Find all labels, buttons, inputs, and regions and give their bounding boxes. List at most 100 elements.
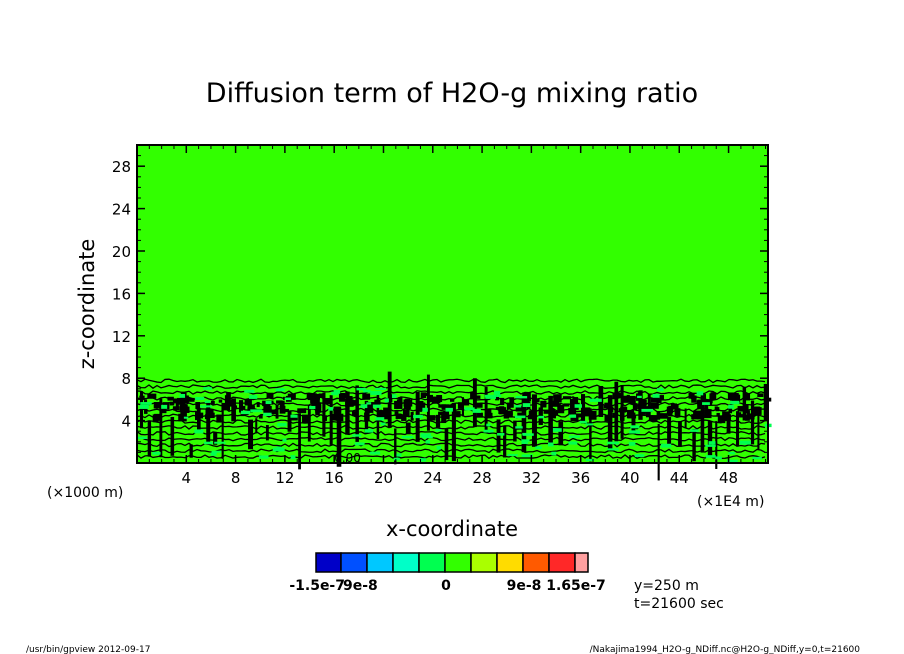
contour-blob [426, 374, 430, 431]
contour-blob [727, 392, 736, 400]
contour-blob [626, 396, 631, 403]
contour-blob [528, 410, 536, 418]
contour-fill-patch [290, 455, 296, 460]
contour-fill-patch [140, 402, 152, 405]
contour-blob [435, 414, 441, 428]
contour-blob [339, 413, 344, 422]
contour-blob [423, 392, 429, 397]
contour-fill-patch [356, 387, 366, 391]
contour-fill-patch [372, 404, 382, 408]
contour-blob [697, 414, 704, 420]
contour-fill-patch [630, 425, 640, 429]
contour-fill-patch [690, 429, 699, 432]
contour-blob [552, 414, 556, 419]
contour-blob [656, 411, 661, 420]
contour-blob [335, 413, 342, 421]
contour-blob [722, 411, 730, 418]
contour-blob [484, 409, 492, 419]
contour-fill-patch [515, 396, 528, 399]
contour-blob [543, 409, 551, 414]
contour-blob [746, 413, 755, 420]
contour-blob [331, 414, 339, 421]
contour-blob [744, 414, 750, 421]
contour-fill-patch [402, 435, 414, 439]
contour-fill-patch [607, 441, 619, 445]
contour-fill-patch [574, 404, 582, 408]
contour-blob [345, 399, 354, 407]
colorbar-swatch [340, 552, 368, 573]
contour-blob [233, 405, 238, 410]
colorbar-swatch [548, 552, 576, 573]
contour-fill-patch [521, 441, 528, 445]
contour-blob [231, 398, 236, 422]
contour-blob [188, 397, 195, 402]
x-tick-label: 40 [620, 469, 639, 487]
contour-blob [521, 397, 527, 453]
contour-fill-patch [384, 398, 389, 403]
contour-fill-patch [195, 397, 205, 400]
contour-blob [645, 411, 651, 418]
contour-blob [674, 408, 681, 417]
contour-fill-patch [493, 390, 501, 395]
contour-fill-patch [419, 458, 427, 462]
contour-blob [626, 409, 635, 419]
contour-blob [732, 394, 741, 403]
x-tick-label: 12 [275, 469, 294, 487]
contour-blob [496, 419, 501, 453]
contour-blob [448, 404, 453, 411]
contour-blob [510, 399, 514, 408]
contour-blob [513, 420, 517, 442]
contour-blob [691, 414, 700, 420]
contour-line [136, 384, 766, 390]
y-tick-label: 8 [121, 370, 131, 388]
contour-blob [736, 412, 742, 418]
x-tick-label: 36 [571, 469, 590, 487]
contour-blob [455, 411, 461, 418]
contour-fill-patch [194, 429, 204, 434]
x-tick-label: 44 [670, 469, 689, 487]
colorbar-swatch [470, 552, 498, 573]
y-tick-label: 28 [112, 158, 131, 176]
contour-blob [376, 393, 380, 440]
contour-blob [688, 392, 695, 399]
contour-blob [495, 406, 501, 410]
contour-blob [631, 412, 636, 431]
contour-fill-patch [548, 442, 554, 447]
contour-blob [195, 402, 201, 409]
contour-blob [678, 421, 682, 447]
contour-blob [632, 403, 638, 410]
contour-blob [517, 412, 526, 418]
contour-blob [563, 403, 570, 407]
contour-fill-patch [244, 389, 255, 393]
contour-fill-patch [641, 408, 653, 412]
contour-blob [268, 409, 277, 415]
contour-fill-patch [421, 436, 433, 439]
contour-fill-patch [240, 410, 251, 415]
contour-blob [531, 394, 537, 447]
contour-fill-patch [277, 423, 287, 427]
contour-blob [401, 414, 407, 421]
x-unit-right: (×1E4 m) [697, 494, 764, 510]
contour-fill-patch [331, 391, 339, 396]
contour-blob [189, 444, 193, 458]
contour-blob [438, 411, 444, 416]
contour-blob [506, 402, 511, 410]
contour-blob [404, 398, 410, 404]
chart-title: Diffusion term of H2O-g mixing ratio [206, 78, 698, 109]
contour-fill-patch [551, 451, 557, 456]
contour-blob [338, 392, 345, 402]
contour-blob [144, 407, 148, 414]
contour-blob [672, 404, 679, 410]
contour-blob [374, 399, 381, 407]
contour-blob [619, 408, 627, 413]
contour-blob [420, 392, 427, 398]
contour-blob [666, 406, 673, 415]
contour-fill-patch [728, 404, 735, 409]
contour-blob [575, 413, 582, 418]
colorbar: -1.5e-79e-8 0 9e-8 1.65e-7 [289, 552, 606, 594]
contour-blob [532, 398, 540, 403]
contour-fill-patch [200, 405, 212, 408]
contour-blob [279, 405, 286, 414]
contour-fill-patch [435, 429, 442, 432]
contour-blob [169, 401, 175, 406]
